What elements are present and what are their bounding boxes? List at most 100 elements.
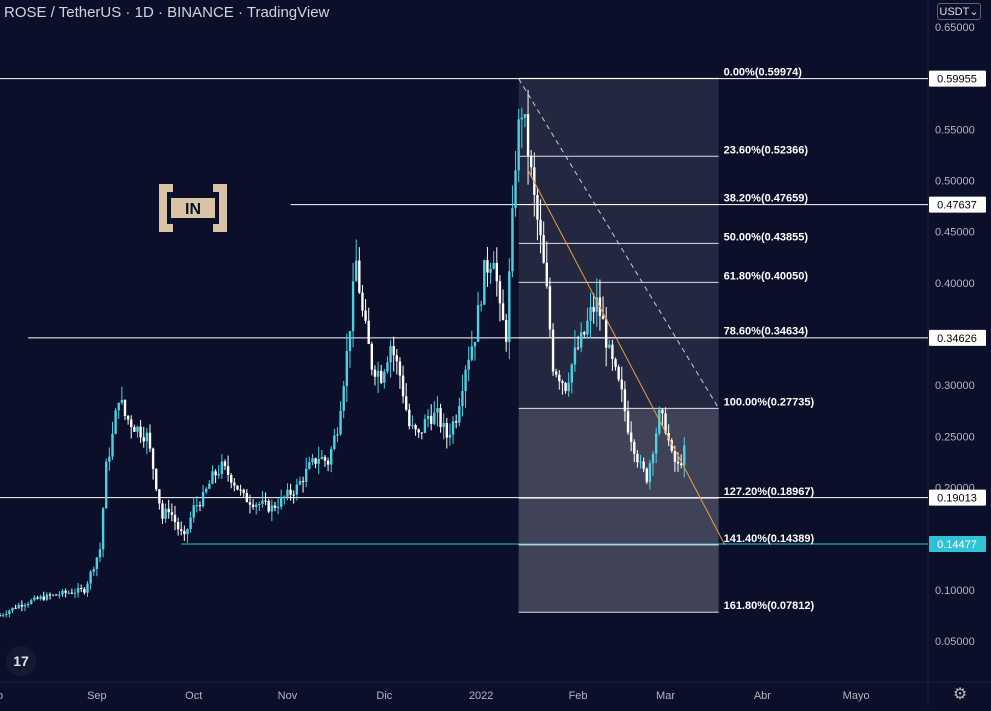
candle-body bbox=[348, 331, 352, 352]
candle-body bbox=[142, 437, 145, 442]
candle-body bbox=[611, 344, 614, 360]
candle-body bbox=[383, 371, 386, 383]
price-badge-label: 0.59955 bbox=[937, 74, 977, 86]
candle-body bbox=[408, 409, 411, 427]
tradingview-logo-icon[interactable]: 17 bbox=[6, 646, 36, 676]
candle-body bbox=[345, 351, 349, 387]
candle-body bbox=[367, 320, 370, 344]
candle-body bbox=[311, 458, 314, 463]
candle-body bbox=[148, 432, 152, 449]
currency-label: USDT bbox=[939, 6, 970, 18]
candle-body bbox=[676, 461, 680, 464]
candle-body bbox=[658, 409, 661, 434]
time-tick-label: Mayo bbox=[843, 690, 870, 702]
trendline-diagonal[interactable] bbox=[518, 78, 720, 409]
candle-body bbox=[564, 383, 567, 392]
candle-body bbox=[683, 445, 686, 465]
candle-body bbox=[451, 421, 455, 435]
candle-body bbox=[67, 592, 70, 594]
fib-level-label: 38.20%(0.47659) bbox=[724, 192, 809, 204]
candle-body bbox=[245, 493, 249, 503]
candle-body bbox=[617, 366, 620, 380]
candle-body bbox=[289, 489, 292, 495]
candle-body bbox=[198, 505, 202, 507]
candle-body bbox=[642, 461, 645, 469]
candle-body bbox=[364, 310, 367, 321]
candle-body bbox=[17, 604, 20, 609]
trendline-resistance[interactable] bbox=[527, 170, 726, 546]
price-tick-label: 0.55000 bbox=[935, 124, 975, 136]
candle-body bbox=[439, 408, 442, 428]
candle-body bbox=[323, 456, 327, 461]
candle-body bbox=[101, 508, 105, 550]
candle-body bbox=[226, 466, 230, 475]
candle-body bbox=[105, 461, 108, 509]
candle-body bbox=[551, 329, 555, 372]
candle-body bbox=[670, 440, 673, 451]
candle-body bbox=[70, 592, 74, 594]
candle-body bbox=[164, 508, 167, 519]
candle-body bbox=[601, 315, 605, 320]
candle-body bbox=[314, 458, 317, 464]
candle-body bbox=[645, 468, 648, 483]
candle-body bbox=[392, 346, 395, 356]
candle-body bbox=[133, 427, 136, 432]
candle-body bbox=[176, 522, 180, 530]
candle-body bbox=[180, 529, 183, 531]
candle-body bbox=[42, 596, 45, 600]
price-badge-label: 0.14477 bbox=[937, 539, 977, 551]
candle-body bbox=[495, 262, 499, 282]
price-tick-label: 0.50000 bbox=[935, 176, 975, 188]
candle-body bbox=[401, 375, 405, 397]
candle-body bbox=[195, 505, 199, 507]
candle-body bbox=[423, 419, 427, 433]
candle-body bbox=[214, 471, 217, 476]
price-badge bbox=[929, 329, 986, 346]
price-axis[interactable] bbox=[928, 0, 991, 706]
fib-level-label: 161.80%(0.07812) bbox=[724, 600, 815, 612]
candle-body bbox=[479, 304, 483, 306]
candle-body bbox=[458, 406, 461, 423]
candle-body bbox=[411, 425, 414, 427]
price-badge-label: 0.19013 bbox=[937, 493, 977, 505]
time-tick-label: Mar bbox=[656, 690, 675, 702]
currency-dropdown[interactable]: USDT⌄ bbox=[937, 3, 981, 20]
price-tick-label: 0.40000 bbox=[935, 278, 975, 290]
candle-body bbox=[398, 361, 402, 376]
candle-body bbox=[158, 489, 161, 504]
candle-body bbox=[386, 362, 389, 372]
candle-body bbox=[395, 355, 399, 362]
candle-body bbox=[636, 453, 639, 463]
settings-gear-icon[interactable]: ⚙ bbox=[952, 686, 968, 703]
candle-body bbox=[317, 458, 320, 464]
candle-body bbox=[23, 605, 27, 607]
candle-body bbox=[489, 268, 492, 273]
time-tick-label: 2022 bbox=[469, 690, 493, 702]
candle-body bbox=[567, 382, 570, 392]
candle-body bbox=[26, 603, 30, 606]
time-tick-label: Feb bbox=[569, 690, 588, 702]
price-tick-label: 0.45000 bbox=[935, 227, 975, 239]
candle-body bbox=[255, 504, 258, 507]
candle-body bbox=[454, 421, 458, 423]
candle-body bbox=[270, 505, 274, 512]
candle-body bbox=[114, 410, 117, 434]
candle-body bbox=[486, 260, 489, 273]
price-badge bbox=[929, 489, 986, 506]
candle-body bbox=[283, 496, 286, 498]
candle-body bbox=[320, 456, 324, 459]
candle-body bbox=[145, 432, 149, 442]
candle-body bbox=[48, 594, 52, 596]
candle-body bbox=[258, 503, 261, 505]
candle-body bbox=[517, 119, 520, 171]
candle-body bbox=[251, 504, 255, 507]
candle-body bbox=[664, 413, 667, 433]
candle-body bbox=[286, 489, 289, 497]
watermark-text: IN bbox=[185, 201, 201, 218]
candle-body bbox=[205, 488, 208, 493]
candle-body bbox=[389, 346, 392, 363]
candle-body bbox=[420, 432, 424, 434]
price-badge-label: 0.47637 bbox=[937, 200, 977, 212]
